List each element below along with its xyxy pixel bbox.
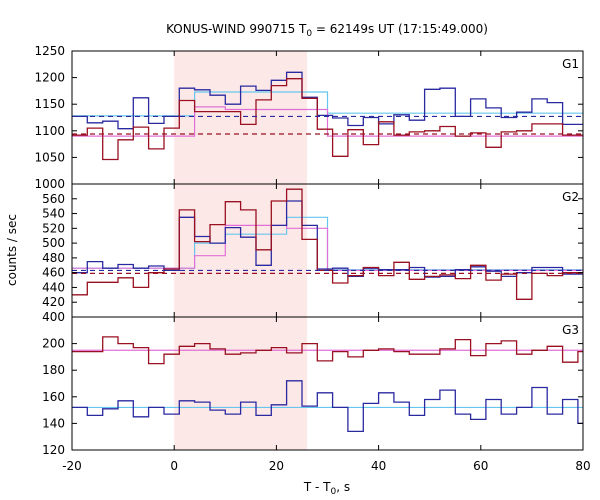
reference-lines-layer	[72, 91, 584, 409]
x-tick-label: 60	[473, 459, 488, 473]
y-tick-label: 1150	[34, 97, 65, 111]
y-tick-label: 1100	[34, 124, 65, 138]
y-tick-label: 160	[42, 390, 65, 404]
y-tick-label: 1000	[34, 177, 65, 191]
series-g3-red-0	[72, 336, 583, 365]
chart-title-main: KONUS-WIND 990715 T	[166, 22, 307, 36]
chart-title-rest: = 62149s UT (17:15:49.000)	[312, 22, 488, 36]
y-tick-label: 420	[42, 295, 65, 309]
y-tick-label: 540	[42, 207, 65, 221]
panel-label-g3: G3	[562, 323, 579, 337]
series-g1-red-1	[72, 78, 583, 161]
y-tick-label: 400	[42, 310, 65, 324]
x-tick-label: 20	[269, 459, 284, 473]
series-g2-cyan-2	[72, 216, 584, 271]
panel-frame-g3	[71, 316, 584, 451]
y-tick-label: 480	[42, 251, 65, 265]
y-axis-label: counts / sec	[5, 214, 19, 286]
chart-title: KONUS-WIND 990715 T0 = 62149s UT (17:15:…	[166, 22, 488, 39]
y-tick-label: 120	[42, 443, 65, 457]
x-axis-label-rest: , s	[336, 480, 350, 494]
y-tick-label: 460	[42, 266, 65, 280]
panel-label-g1: G1	[562, 57, 579, 71]
x-tick-label: 80	[575, 459, 590, 473]
x-axis-label: T - T0, s	[303, 480, 350, 497]
y-tick-label: 520	[42, 221, 65, 235]
x-tick-label: -20	[62, 459, 82, 473]
y-tick-label: 200	[42, 337, 65, 351]
chart-title-subscript: 0	[306, 29, 312, 39]
x-axis-label-subscript: 0	[331, 487, 337, 497]
y-tick-label: 140	[42, 416, 65, 430]
series-g3-blue-1	[72, 380, 583, 433]
panel-label-g2: G2	[562, 190, 579, 204]
x-tick-label: 0	[170, 459, 178, 473]
x-tick-label: 40	[371, 459, 386, 473]
highlight-layer	[174, 51, 308, 450]
axes-layer: G1100010501100115012001250G2400420440460…	[34, 44, 590, 473]
y-tick-label: 560	[42, 192, 65, 206]
y-tick-label: 1200	[34, 71, 65, 85]
series-g1-blue-0	[72, 71, 583, 130]
y-tick-label: 440	[42, 280, 65, 294]
series-g1-pink-3	[72, 106, 584, 137]
x-axis-label-main: T - T	[303, 480, 331, 494]
y-tick-label: 500	[42, 236, 65, 250]
y-tick-label: 1050	[34, 150, 65, 164]
series-g2-red-1	[72, 188, 583, 300]
y-tick-label: 180	[42, 363, 65, 377]
series-layer	[72, 71, 583, 433]
highlight-region-g3	[174, 317, 308, 450]
y-tick-label: 1250	[34, 44, 65, 58]
